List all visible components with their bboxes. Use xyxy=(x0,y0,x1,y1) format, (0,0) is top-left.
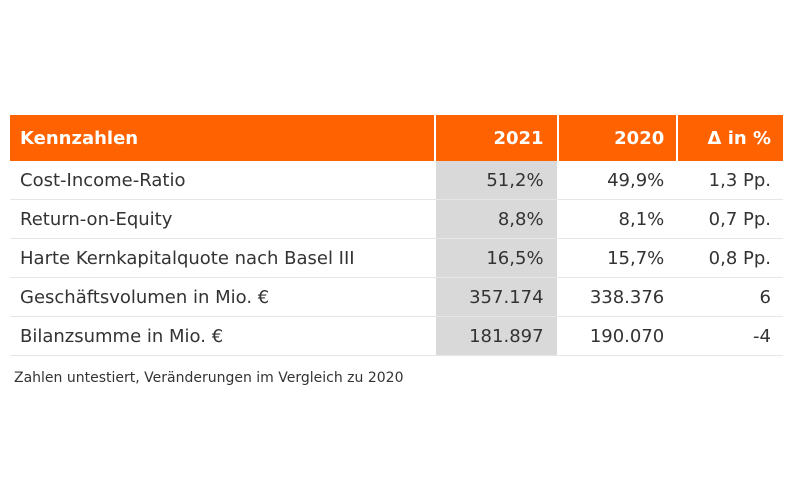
table-row: Harte Kernkapitalquote nach Basel III 16… xyxy=(10,239,783,278)
footnote: Zahlen untestiert, Veränderungen im Verg… xyxy=(14,370,404,386)
value-delta: 6 xyxy=(759,286,771,308)
row-label: Return-on-Equity xyxy=(20,208,173,230)
value-delta: 1,3 Pp. xyxy=(708,169,771,191)
header-2021: 2021 xyxy=(435,115,557,161)
value-2020: 49,9% xyxy=(607,169,665,191)
row-label: Bilanzsumme in Mio. € xyxy=(20,325,224,347)
table-row: Cost-Income-Ratio 51,2% 49,9% 1,3 Pp. xyxy=(10,161,783,200)
value-2021: 357.174 xyxy=(435,278,557,316)
value-2021: 8,8% xyxy=(435,200,557,238)
table-header-row: Kennzahlen 2021 2020 Δ in % xyxy=(10,115,783,161)
table-row: Geschäftsvolumen in Mio. € 357.174 338.3… xyxy=(10,278,783,317)
value-2020: 8,1% xyxy=(618,208,665,230)
value-2021: 181.897 xyxy=(435,317,557,355)
header-2020: 2020 xyxy=(558,115,677,161)
header-kennzahlen: Kennzahlen xyxy=(10,115,434,161)
value-2021: 51,2% xyxy=(435,161,557,199)
value-2021: 16,5% xyxy=(435,239,557,277)
value-delta: 0,7 Pp. xyxy=(708,208,771,230)
value-2020: 15,7% xyxy=(607,247,665,269)
value-2020: 338.376 xyxy=(589,286,665,308)
row-label: Harte Kernkapitalquote nach Basel III xyxy=(20,247,355,269)
kennzahlen-table: Kennzahlen 2021 2020 Δ in % Cost-Income-… xyxy=(10,115,783,356)
table-row: Return-on-Equity 8,8% 8,1% 0,7 Pp. xyxy=(10,200,783,239)
table-row: Bilanzsumme in Mio. € 181.897 190.070 -4 xyxy=(10,317,783,356)
value-delta: -4 xyxy=(753,325,771,347)
header-delta: Δ in % xyxy=(678,115,783,161)
row-label: Geschäftsvolumen in Mio. € xyxy=(20,286,270,308)
value-2020: 190.070 xyxy=(589,325,665,347)
value-delta: 0,8 Pp. xyxy=(708,247,771,269)
row-label: Cost-Income-Ratio xyxy=(20,169,186,191)
